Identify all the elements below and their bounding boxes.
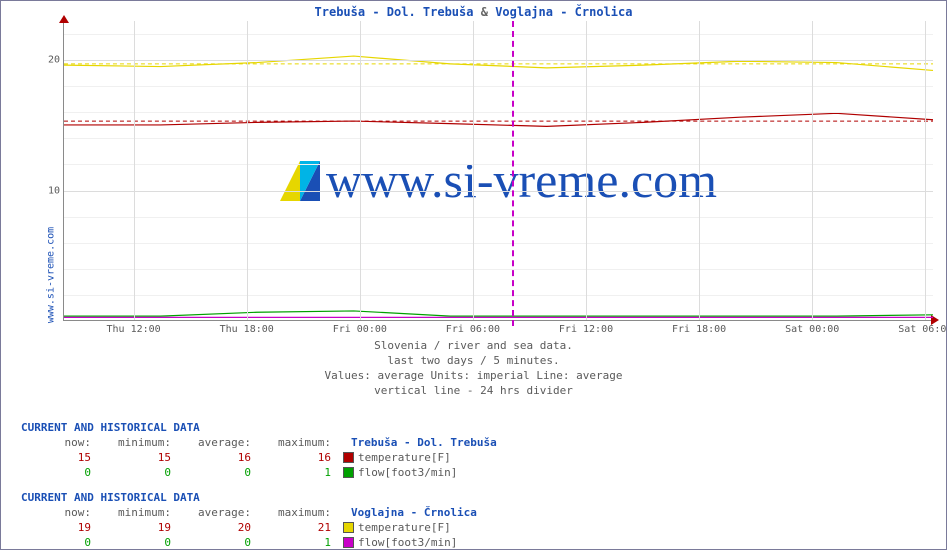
gridline-h-minor <box>64 112 933 113</box>
legend-swatch-icon <box>343 467 354 478</box>
gridline-h-minor <box>64 243 933 244</box>
xtick-label: Sat 00:00 <box>785 324 839 335</box>
caption-line: vertical line - 24 hrs divider <box>1 384 946 399</box>
stats-block-2: CURRENT AND HISTORICAL DATAnow:minimum:a… <box>21 491 477 551</box>
y-axis-site-label: www.si-vreme.com <box>46 227 57 323</box>
stats-col-labels: now:minimum:average:maximum:Voglajna - Č… <box>21 506 477 521</box>
xtick-label: Sat 06:00 <box>898 324 947 335</box>
gridline-h-minor <box>64 217 933 218</box>
station-name: Trebuša - Dol. Trebuša <box>351 436 497 449</box>
stats-row: 0001flow[foot3/min] <box>21 466 497 481</box>
gridline-h-minor <box>64 138 933 139</box>
gridline-v <box>925 21 926 320</box>
title-right: Voglajna - Črnolica <box>495 5 632 19</box>
metric-label: temperature[F] <box>358 451 451 464</box>
stats-header: CURRENT AND HISTORICAL DATA <box>21 421 497 436</box>
stats-row: 19192021temperature[F] <box>21 521 477 536</box>
metric-label: temperature[F] <box>358 521 451 534</box>
gridline-h-minor <box>64 86 933 87</box>
xtick-label: Fri 18:00 <box>672 324 726 335</box>
caption-line: last two days / 5 minutes. <box>1 354 946 369</box>
chart-title: Trebuša - Dol. Trebuša & Voglajna - Črno… <box>1 5 946 19</box>
chart-caption: Slovenia / river and sea data. last two … <box>1 339 946 398</box>
caption-line: Values: average Units: imperial Line: av… <box>1 369 946 384</box>
gridline-v <box>812 21 813 320</box>
metric-label: flow[foot3/min] <box>358 466 457 479</box>
gridline-v <box>134 21 135 320</box>
plot-area: www.si-vreme.com 1020Thu 12:00Thu 18:00F… <box>63 21 933 321</box>
chart-lines <box>64 21 933 320</box>
xtick-label: Fri 12:00 <box>559 324 613 335</box>
caption-line: Slovenia / river and sea data. <box>1 339 946 354</box>
divider-24h <box>512 21 514 326</box>
ytick-label: 20 <box>48 55 60 66</box>
legend-swatch-icon <box>343 522 354 533</box>
stats-row: 15151616temperature[F] <box>21 451 497 466</box>
xtick-label: Thu 18:00 <box>220 324 274 335</box>
xtick-label: Thu 12:00 <box>107 324 161 335</box>
xtick-label: Fri 00:00 <box>333 324 387 335</box>
ytick-label: 10 <box>48 185 60 196</box>
gridline-v <box>473 21 474 320</box>
station-name: Voglajna - Črnolica <box>351 506 477 519</box>
gridline-h <box>64 191 933 192</box>
gridline-v <box>699 21 700 320</box>
metric-label: flow[foot3/min] <box>358 536 457 549</box>
title-sep: & <box>481 5 488 19</box>
stats-block-1: CURRENT AND HISTORICAL DATAnow:minimum:a… <box>21 421 497 481</box>
gridline-h <box>64 60 933 61</box>
gridline-h-minor <box>64 34 933 35</box>
gridline-v <box>586 21 587 320</box>
gridline-h-minor <box>64 269 933 270</box>
stats-header: CURRENT AND HISTORICAL DATA <box>21 491 477 506</box>
stats-row: 0001flow[foot3/min] <box>21 536 477 551</box>
gridline-h-minor <box>64 295 933 296</box>
legend-swatch-icon <box>343 452 354 463</box>
gridline-v <box>247 21 248 320</box>
gridline-h-minor <box>64 164 933 165</box>
xtick-label: Fri 06:00 <box>446 324 500 335</box>
legend-swatch-icon <box>343 537 354 548</box>
gridline-v <box>360 21 361 320</box>
title-left: Trebuša - Dol. Trebuša <box>315 5 474 19</box>
stats-col-labels: now:minimum:average:maximum:Trebuša - Do… <box>21 436 497 451</box>
